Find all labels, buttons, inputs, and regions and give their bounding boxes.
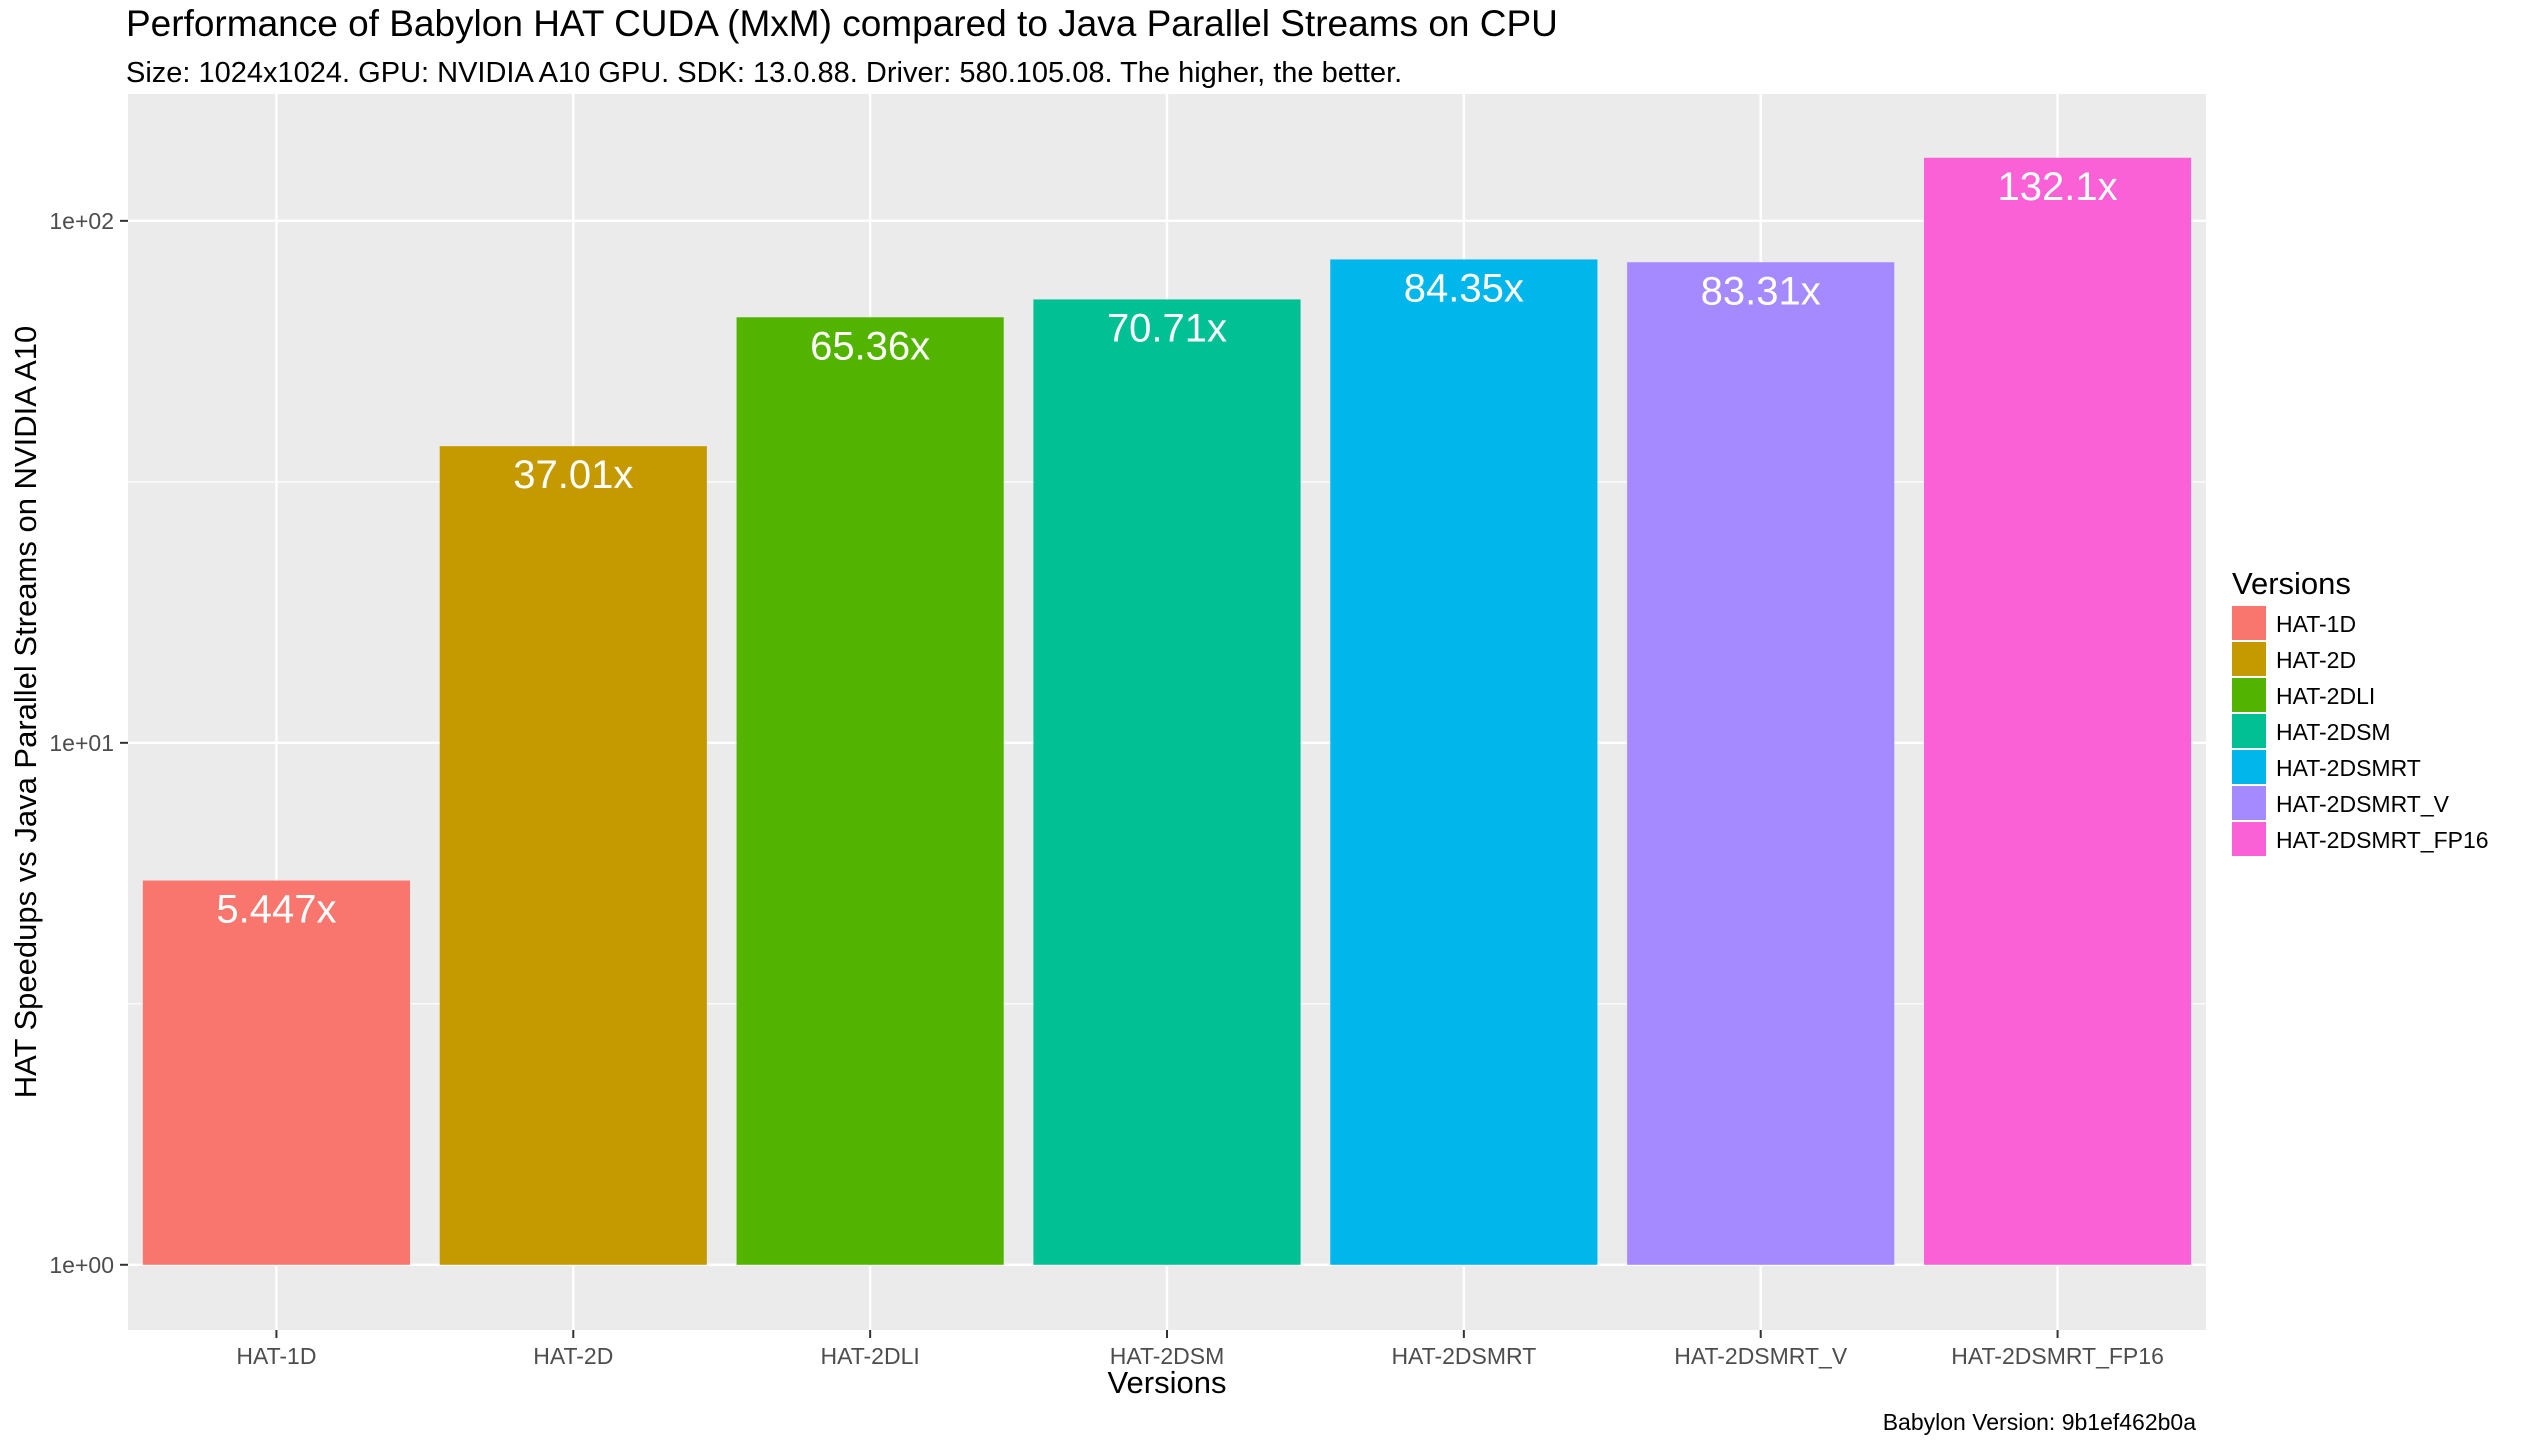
x-tick-label-hat-2dli: HAT-2DLI — [821, 1343, 920, 1369]
x-tick-label-hat-2dsmrt_fp16: HAT-2DSMRT_FP16 — [1951, 1343, 2164, 1369]
y-tick-label-0: 1e+00 — [49, 1252, 114, 1278]
chart-subtitle: Size: 1024x1024. GPU: NVIDIA A10 GPU. SD… — [126, 57, 1402, 89]
legend-items: HAT-1D HAT-2D HAT-2DLI HAT-2DSM HAT-2DSMRT HA… — [2232, 606, 2489, 856]
legend-key-hat-2dsm — [2232, 714, 2266, 748]
bar-hat-1d — [142, 880, 411, 1265]
legend-key-hat-2dsmrt — [2232, 750, 2266, 784]
legend-label-hat-2dsmrt_fp16: HAT-2DSMRT_FP16 — [2276, 827, 2489, 853]
legend-label-hat-2dsmrt_v: HAT-2DSMRT_V — [2276, 791, 2450, 817]
legend-key-hat-2dsmrt_v — [2232, 786, 2266, 820]
legend-key-hat-2dsmrt_fp16 — [2232, 822, 2266, 856]
legend-label-hat-2dsm: HAT-2DSM — [2276, 719, 2391, 745]
bars — [142, 157, 2192, 1265]
y-axis: 1e+00 1e+01 1e+02 — [49, 208, 128, 1278]
x-tick-label-hat-2d: HAT-2D — [533, 1343, 613, 1369]
x-axis: HAT-1D HAT-2D HAT-2DLI HAT-2DSM HAT-2DSMRT HA… — [236, 1330, 2164, 1369]
caption: Babylon Version: 9b1ef462b0a — [1883, 1409, 2197, 1435]
bar-hat-2dsmrt_fp16 — [1923, 157, 2192, 1265]
bar-label-hat-2d: 37.01x — [513, 453, 633, 497]
y-axis-title: HAT Speedups vs Java Parallel Streams on… — [8, 326, 43, 1099]
legend-key-hat-2d — [2232, 642, 2266, 676]
bar-label-hat-2dsmrt: 84.35x — [1404, 266, 1524, 310]
bar-label-hat-2dsm: 70.71x — [1107, 306, 1227, 350]
legend-label-hat-1d: HAT-1D — [2276, 611, 2356, 637]
legend-label-hat-2d: HAT-2D — [2276, 647, 2356, 673]
bar-label-hat-2dli: 65.36x — [810, 324, 930, 368]
bar-label-hat-1d: 5.447x — [216, 888, 336, 932]
bar-label-hat-2dsmrt_fp16: 132.1x — [1998, 165, 2118, 209]
legend-key-hat-1d — [2232, 606, 2266, 640]
legend: Versions HAT-1DHAT-2DHAT-2DLIHAT-2DSMHAT… — [2232, 566, 2489, 856]
x-tick-label-hat-1d: HAT-1D — [236, 1343, 316, 1369]
bar-label-hat-2dsmrt_v: 83.31x — [1701, 269, 1821, 313]
legend-key-hat-2dli — [2232, 678, 2266, 712]
bar-hat-2d — [439, 446, 707, 1265]
x-tick-label-hat-2dsmrt: HAT-2DSMRT — [1391, 1343, 1536, 1369]
bar-hat-2dli — [736, 317, 1004, 1265]
bar-hat-2dsmrt_v — [1627, 262, 1895, 1265]
bar-data-labels: 5.447x 37.01x 65.36x 70.71x 84.35x 83.31x 132.… — [216, 165, 2117, 932]
bar-hat-2dsm — [1033, 299, 1301, 1265]
legend-label-hat-2dli: HAT-2DLI — [2276, 683, 2375, 709]
bar-hat-2dsmrt — [1330, 259, 1598, 1265]
x-axis-title: Versions — [1108, 1365, 1227, 1400]
x-tick-label-hat-2dsm: HAT-2DSM — [1110, 1343, 1225, 1369]
y-tick-label-1: 1e+01 — [49, 730, 114, 756]
chart-title: Performance of Babylon HAT CUDA (MxM) co… — [126, 3, 1558, 44]
plot-panel: 5.447x 37.01x 65.36x 70.71x 84.35x 83.31x 132.… — [128, 94, 2206, 1330]
y-tick-label-2: 1e+02 — [49, 208, 114, 234]
legend-title: Versions — [2232, 566, 2351, 601]
legend-label-hat-2dsmrt: HAT-2DSMRT — [2276, 755, 2421, 781]
x-tick-label-hat-2dsmrt_v: HAT-2DSMRT_V — [1674, 1343, 1848, 1369]
